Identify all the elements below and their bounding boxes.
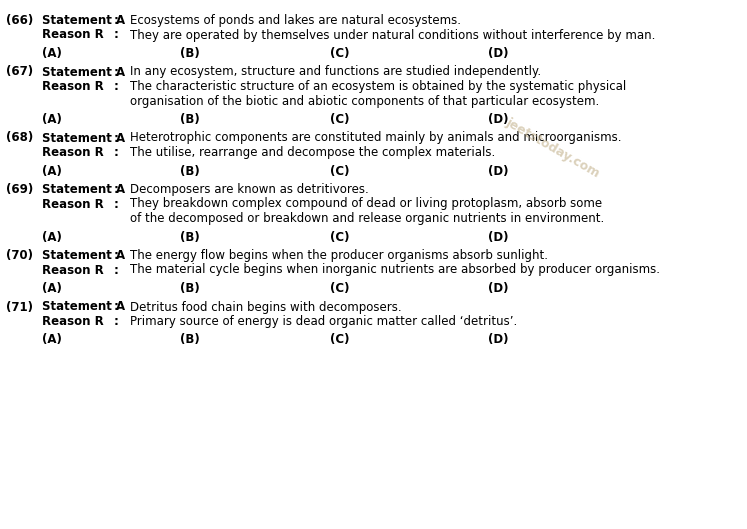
Text: (D): (D) <box>488 113 509 126</box>
Text: (67): (67) <box>6 66 33 78</box>
Text: Ecosystems of ponds and lakes are natural ecosystems.: Ecosystems of ponds and lakes are natura… <box>130 14 461 27</box>
Text: In any ecosystem, structure and functions are studied independently.: In any ecosystem, structure and function… <box>130 66 541 78</box>
Text: :: : <box>114 29 119 41</box>
Text: (A): (A) <box>42 47 62 60</box>
Text: (A): (A) <box>42 333 62 346</box>
Text: (A): (A) <box>42 231 62 243</box>
Text: Statement A: Statement A <box>42 14 125 27</box>
Text: (D): (D) <box>488 282 509 295</box>
Text: (A): (A) <box>42 165 62 178</box>
Text: :: : <box>114 66 119 78</box>
Text: Reason R: Reason R <box>42 80 104 93</box>
Text: :: : <box>114 315 119 328</box>
Text: (71): (71) <box>6 300 33 314</box>
Text: Reason R: Reason R <box>42 29 104 41</box>
Text: Reason R: Reason R <box>42 315 104 328</box>
Text: (B): (B) <box>180 47 199 60</box>
Text: They are operated by themselves under natural conditions without interference by: They are operated by themselves under na… <box>130 29 655 41</box>
Text: Statement A: Statement A <box>42 249 125 262</box>
Text: (B): (B) <box>180 113 199 126</box>
Text: (C): (C) <box>330 333 350 346</box>
Text: Reason R: Reason R <box>42 263 104 277</box>
Text: Heterotrophic components are constituted mainly by animals and microorganisms.: Heterotrophic components are constituted… <box>130 132 622 144</box>
Text: :: : <box>114 132 119 144</box>
Text: :: : <box>114 14 119 27</box>
Text: Primary source of energy is dead organic matter called ‘detritus’.: Primary source of energy is dead organic… <box>130 315 517 328</box>
Text: (D): (D) <box>488 333 509 346</box>
Text: :: : <box>114 146 119 159</box>
Text: :: : <box>114 183 119 196</box>
Text: The energy flow begins when the producer organisms absorb sunlight.: The energy flow begins when the producer… <box>130 249 548 262</box>
Text: (66): (66) <box>6 14 34 27</box>
Text: (70): (70) <box>6 249 33 262</box>
Text: :: : <box>114 80 119 93</box>
Text: :: : <box>114 197 119 211</box>
Text: (C): (C) <box>330 165 350 178</box>
Text: (B): (B) <box>180 282 199 295</box>
Text: :: : <box>114 263 119 277</box>
Text: (D): (D) <box>488 165 509 178</box>
Text: Decomposers are known as detritivores.: Decomposers are known as detritivores. <box>130 183 369 196</box>
Text: Statement A: Statement A <box>42 132 125 144</box>
Text: (C): (C) <box>330 282 350 295</box>
Text: Statement A: Statement A <box>42 300 125 314</box>
Text: :: : <box>114 249 119 262</box>
Text: (D): (D) <box>488 47 509 60</box>
Text: The utilise, rearrange and decompose the complex materials.: The utilise, rearrange and decompose the… <box>130 146 495 159</box>
Text: Statement A: Statement A <box>42 66 125 78</box>
Text: (B): (B) <box>180 165 199 178</box>
Text: (A): (A) <box>42 113 62 126</box>
Text: Detritus food chain begins with decomposers.: Detritus food chain begins with decompos… <box>130 300 402 314</box>
Text: :: : <box>114 300 119 314</box>
Text: (A): (A) <box>42 282 62 295</box>
Text: Reason R: Reason R <box>42 197 104 211</box>
Text: organisation of the biotic and abiotic components of that particular ecosystem.: organisation of the biotic and abiotic c… <box>130 95 599 107</box>
Text: (68): (68) <box>6 132 34 144</box>
Text: Reason R: Reason R <box>42 146 104 159</box>
Text: They breakdown complex compound of dead or living protoplasm, absorb some: They breakdown complex compound of dead … <box>130 197 602 211</box>
Text: (B): (B) <box>180 333 199 346</box>
Text: (C): (C) <box>330 47 350 60</box>
Text: (B): (B) <box>180 231 199 243</box>
Text: The characteristic structure of an ecosystem is obtained by the systematic physi: The characteristic structure of an ecosy… <box>130 80 626 93</box>
Text: The material cycle begins when inorganic nutrients are absorbed by producer orga: The material cycle begins when inorganic… <box>130 263 660 277</box>
Text: (C): (C) <box>330 113 350 126</box>
Text: jeetstoday.com: jeetstoday.com <box>503 116 602 180</box>
Text: Statement A: Statement A <box>42 183 125 196</box>
Text: of the decomposed or breakdown and release organic nutrients in environment.: of the decomposed or breakdown and relea… <box>130 212 604 225</box>
Text: (D): (D) <box>488 231 509 243</box>
Text: (69): (69) <box>6 183 34 196</box>
Text: (C): (C) <box>330 231 350 243</box>
